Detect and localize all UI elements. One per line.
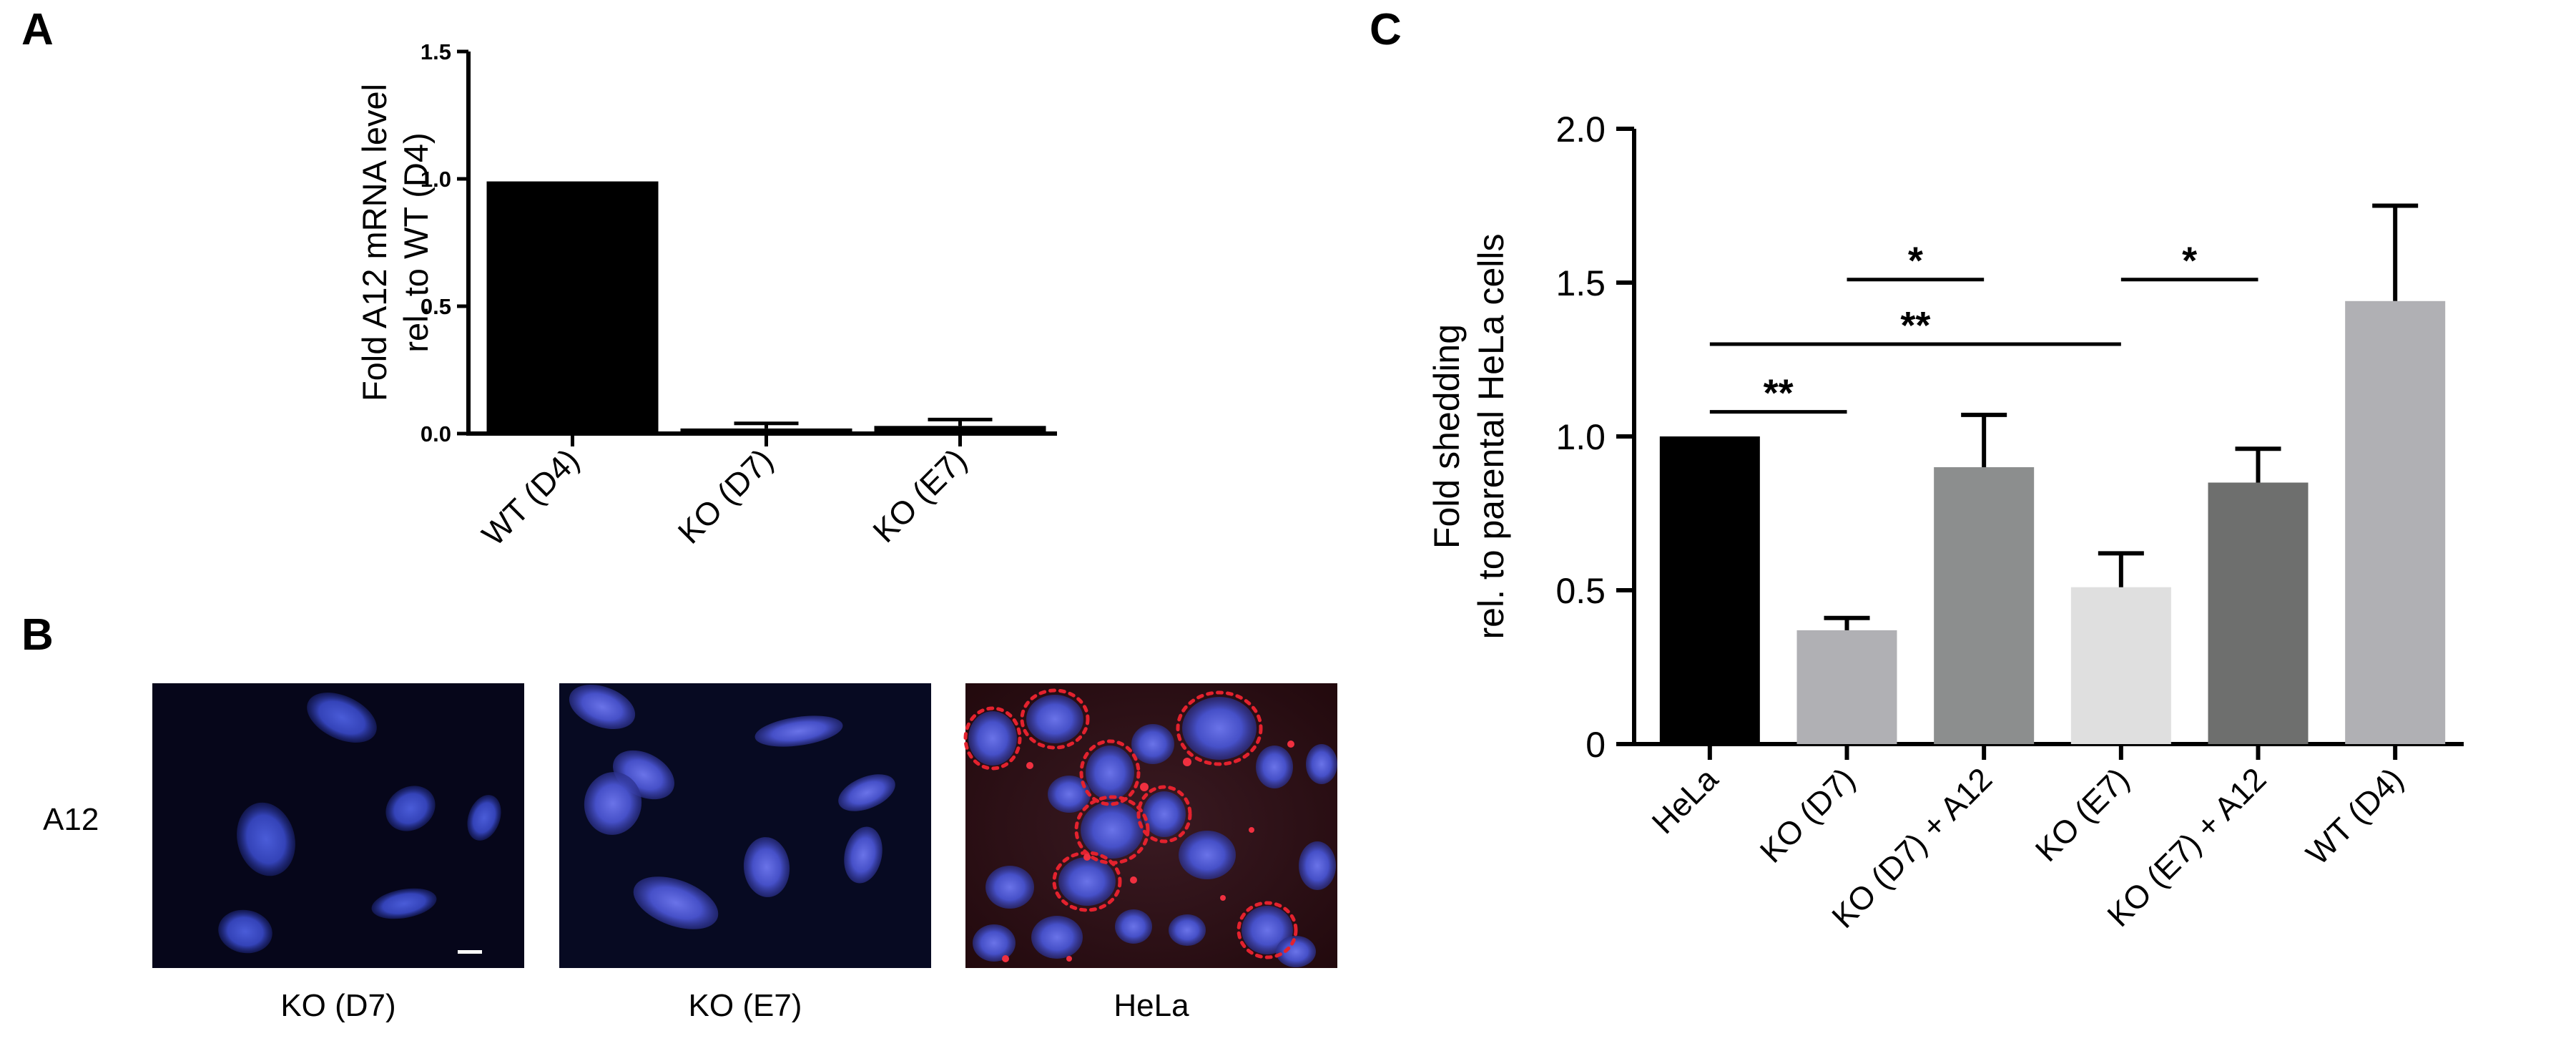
y-tick-label: 1.0 (1555, 417, 1606, 457)
bar (2345, 300, 2446, 744)
y-tick-label: 1.5 (1555, 263, 1606, 303)
y-axis-label: Fold shedding (1427, 324, 1467, 549)
bar (1796, 630, 1897, 744)
x-tick-label: KO (E7) (2028, 761, 2136, 869)
panel-letter-a: A (21, 5, 54, 54)
bar (2070, 587, 2171, 744)
x-tick-label: HeLa (1645, 760, 1726, 841)
y-tick-label: 2.0 (1555, 109, 1606, 150)
microscopy-panel: A12 (43, 683, 1337, 1023)
y-tick-label: 1.0 (421, 167, 451, 192)
microscopy-row-label: A12 (43, 802, 99, 837)
significance-label: ** (1764, 372, 1794, 415)
y-tick-label: 0 (1586, 725, 1606, 765)
x-tick-label: WT (D4) (2299, 761, 2411, 872)
bar (1659, 436, 1760, 744)
chart-a: 0.0 0.5 1.0 1.5 WT (D4) KO (D7) KO (E7) Fold A1… (355, 39, 1057, 553)
bar (680, 428, 852, 434)
y-tick-label: 0.5 (1555, 571, 1606, 611)
bar (486, 181, 659, 434)
micrograph-ko-e7 (559, 683, 931, 968)
significance-label: ** (1900, 304, 1930, 347)
y-tick-label: 1.5 (421, 39, 451, 64)
significance-label: * (1908, 240, 1923, 283)
micrograph-caption-ko-e7: KO (E7) (689, 988, 802, 1023)
y-tick-label: 0.0 (421, 421, 451, 446)
x-tick-label: KO (D7) (1753, 761, 1862, 870)
bar (874, 426, 1046, 434)
panel-letter-b: B (21, 610, 54, 660)
micrograph-caption-ko-d7: KO (D7) (280, 988, 395, 1023)
y-axis-label: rel. to parental HeLa cells (1471, 234, 1511, 640)
significance-label: * (2182, 240, 2197, 283)
bar (1934, 467, 2035, 744)
y-axis-label: rel. to WT (D4) (397, 132, 435, 352)
micrograph-hela (963, 683, 1337, 968)
x-tick-label: KO (D7) (671, 441, 780, 551)
x-tick-label: KO (E7) (866, 441, 974, 549)
y-axis-label: Fold A12 mRNA level (355, 84, 393, 401)
bar (2208, 482, 2309, 744)
panel-letter-c: C (1370, 5, 1402, 54)
y-tick-label: 0.5 (421, 294, 451, 319)
x-tick-label: WT (D4) (475, 441, 586, 553)
micrograph-ko-d7 (152, 683, 524, 968)
micrograph-caption-hela: HeLa (1114, 988, 1189, 1023)
